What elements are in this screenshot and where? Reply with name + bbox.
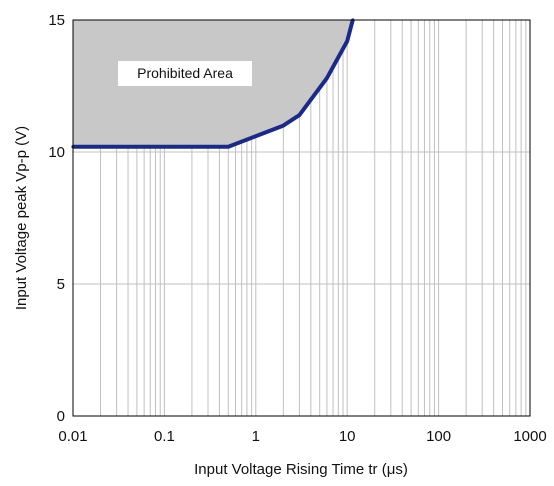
x-tick-label: 10 — [339, 428, 356, 445]
y-tick-label: 15 — [48, 12, 65, 29]
y-tick-label: 0 — [57, 408, 65, 425]
region-label-box — [118, 61, 252, 86]
x-tick-label: 0.1 — [154, 428, 175, 445]
x-axis-title: Input Voltage Rising Time tr (μs) — [194, 461, 408, 478]
series-point — [325, 76, 329, 80]
y-tick-label: 10 — [48, 144, 65, 161]
tick-labels: 0.01 0.1 1 10 100 1000 0 5 10 15 — [48, 12, 546, 445]
plot-frame — [72, 19, 531, 417]
series-points — [71, 18, 355, 149]
x-tick-label: 1000 — [513, 428, 546, 445]
region-label: Prohibited Area — [137, 65, 233, 81]
series-point — [281, 124, 285, 128]
x-tick-label: 100 — [426, 428, 451, 445]
x-tick-label: 0.01 — [58, 428, 87, 445]
series-point — [226, 145, 230, 149]
y-tick-label: 5 — [57, 276, 65, 293]
x-tick-label: 1 — [252, 428, 260, 445]
series-point — [297, 113, 302, 117]
series-point — [345, 39, 349, 43]
y-axis-title: Input Voltage peak Vp-p (V) — [13, 126, 30, 310]
